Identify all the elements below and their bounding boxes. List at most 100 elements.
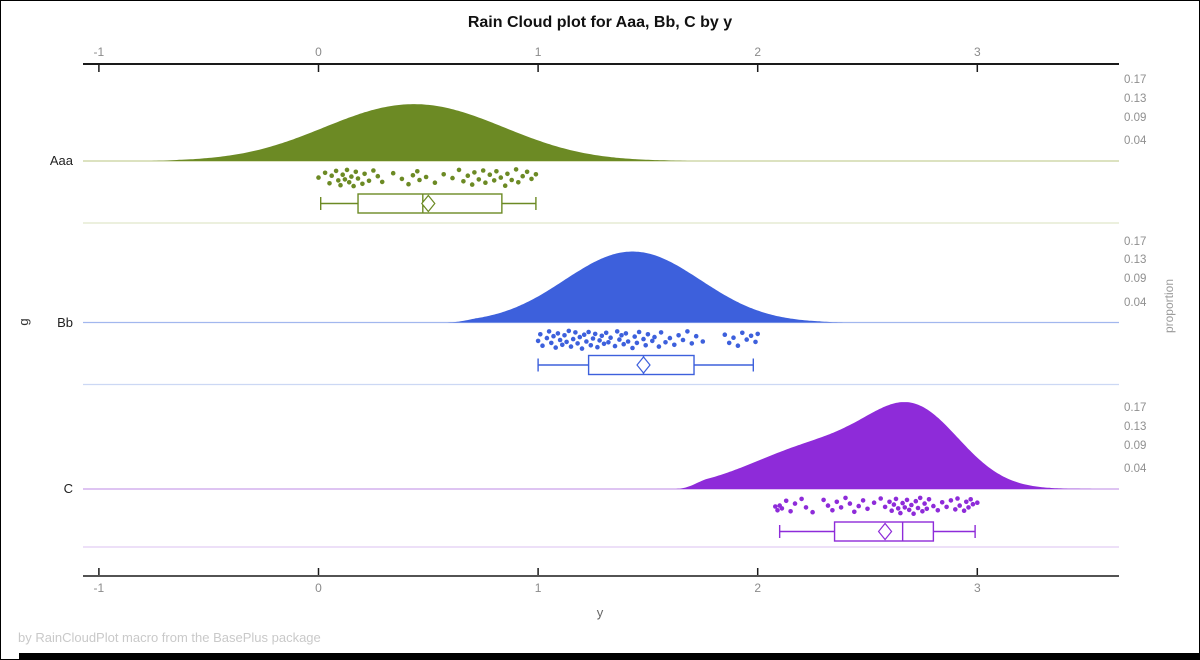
- rain-point: [599, 333, 605, 339]
- rain-point: [390, 170, 396, 176]
- rain-point: [672, 342, 677, 348]
- proportion-tick-label: 0.13: [1124, 420, 1147, 433]
- chart-title: Rain Cloud plot for Aaa, Bb, C by y: [467, 14, 733, 31]
- rain-point: [595, 344, 600, 350]
- proportion-tick-label: 0.17: [1124, 74, 1147, 87]
- rain-point: [560, 342, 565, 348]
- rain-point: [860, 498, 866, 503]
- rain-point: [689, 341, 695, 346]
- rain-point: [465, 173, 471, 178]
- group-label-bb: Bb: [57, 314, 73, 330]
- rain-point: [502, 183, 508, 188]
- rain-point: [375, 173, 381, 179]
- density-cloud-aaa: [147, 104, 697, 161]
- y2-axis-title: proportion: [1162, 278, 1176, 334]
- rain-point: [544, 335, 550, 341]
- rain-point: [371, 168, 376, 173]
- rain-point: [476, 177, 482, 182]
- rain-point: [410, 173, 416, 178]
- rain-point: [915, 505, 921, 511]
- rain-point: [480, 168, 486, 173]
- rain-point: [344, 167, 350, 173]
- mean-diamond: [421, 194, 436, 213]
- top-axis-tick-label: 0: [315, 45, 322, 59]
- rain-point: [911, 511, 916, 516]
- rain-point: [975, 500, 980, 506]
- rain-point: [735, 343, 741, 349]
- rain-point: [926, 497, 932, 502]
- rain-point: [590, 336, 596, 341]
- rain-point: [360, 181, 365, 187]
- proportion-tick-label: 0.17: [1124, 402, 1147, 415]
- rain-points-c: [773, 495, 980, 516]
- rain-point: [895, 506, 901, 511]
- rain-point: [619, 333, 624, 338]
- x-axis-title: y: [596, 605, 604, 620]
- rain-point: [573, 330, 578, 335]
- rain-point: [406, 181, 411, 187]
- rain-point: [887, 499, 892, 505]
- rain-point: [625, 339, 631, 344]
- rain-point: [564, 339, 569, 345]
- rain-point: [379, 179, 385, 185]
- rain-point: [700, 339, 706, 344]
- rain-point: [336, 178, 341, 183]
- rain-point: [953, 507, 958, 512]
- rain-point: [329, 173, 335, 178]
- rain-point: [740, 330, 745, 336]
- top-axis-tick-label: 2: [754, 45, 762, 59]
- rain-point: [509, 177, 514, 183]
- rain-point: [322, 170, 328, 176]
- rain-point: [652, 334, 657, 340]
- rain-point: [898, 510, 903, 516]
- group-label-aaa: Aaa: [49, 153, 73, 168]
- proportion-tick-label: 0.09: [1124, 111, 1147, 124]
- rain-point: [423, 174, 429, 180]
- top-axis-tick-label: -1: [93, 45, 105, 59]
- rain-point: [904, 497, 910, 503]
- rain-point: [513, 167, 519, 172]
- rain-point: [779, 506, 785, 511]
- rain-point: [505, 171, 510, 177]
- rain-point: [441, 172, 447, 177]
- rain-point: [524, 169, 530, 175]
- rain-point: [549, 340, 554, 346]
- proportion-tick-label: 0.04: [1124, 296, 1147, 309]
- rain-point: [924, 506, 930, 512]
- rain-point: [803, 505, 809, 510]
- rain-point: [456, 167, 462, 173]
- rain-point: [632, 334, 637, 339]
- rain-point: [362, 171, 367, 177]
- rain-point: [685, 329, 690, 334]
- rain-point: [333, 168, 339, 174]
- rain-point: [955, 496, 960, 501]
- rain-point: [487, 172, 493, 177]
- proportion-tick-label: 0.04: [1124, 135, 1147, 148]
- rain-point: [612, 343, 618, 349]
- footnote: by RainCloudPlot macro from the BasePlus…: [18, 630, 321, 645]
- rain-point: [882, 504, 888, 510]
- bottom-axis-tick-label: 2: [754, 581, 762, 595]
- proportion-tick-label: 0.09: [1124, 439, 1147, 452]
- rain-point: [636, 329, 642, 335]
- rain-point: [417, 177, 422, 183]
- box-plot-aaa: [319, 193, 537, 214]
- rain-point: [535, 338, 541, 344]
- rain-point: [871, 500, 877, 506]
- bottom-axis-tick-label: 3: [973, 581, 981, 595]
- rain-point: [540, 343, 545, 349]
- rain-point: [775, 508, 780, 513]
- rain-point: [821, 497, 826, 503]
- rain-point: [722, 332, 728, 338]
- rain-point: [551, 333, 556, 339]
- rain-point: [865, 506, 870, 512]
- rain-point: [783, 498, 789, 504]
- rain-point: [533, 172, 539, 177]
- rain-point: [810, 509, 815, 515]
- bottom-axis-tick-label: 0: [315, 581, 322, 595]
- rain-point: [498, 175, 504, 180]
- rain-point: [680, 337, 686, 343]
- axes: [83, 63, 1119, 577]
- rain-point: [538, 332, 543, 337]
